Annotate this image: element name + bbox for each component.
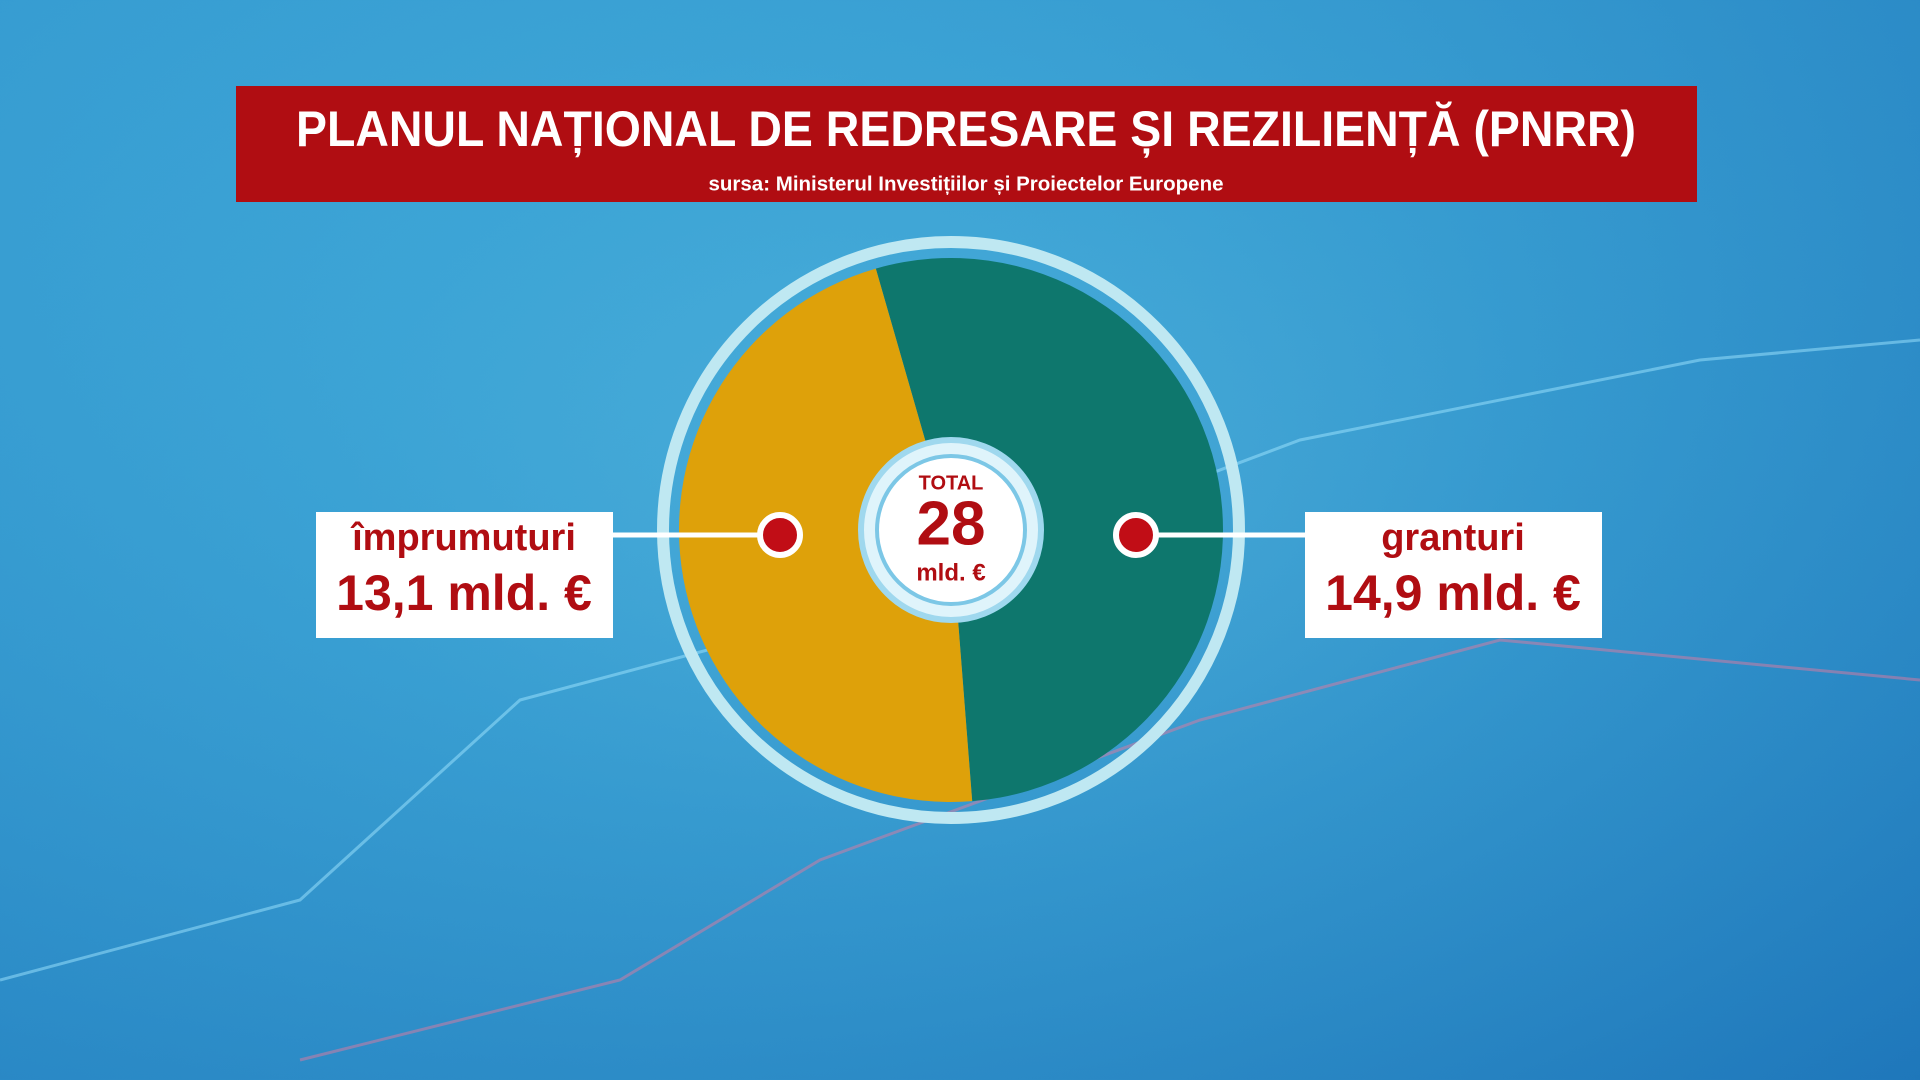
legend-label: granturi: [1381, 517, 1525, 559]
value-label: 14,9 mld. €: [1325, 565, 1581, 621]
legend-label: împrumuturi: [350, 517, 576, 559]
total-label: TOTAL: [919, 472, 984, 494]
total-unit: mld. €: [916, 559, 985, 586]
chart-title: PLANUL NAȚIONAL DE REDRESARE ȘI REZILIEN…: [296, 101, 1636, 157]
pie-slice: [875, 258, 1223, 802]
label-box: [316, 512, 613, 638]
pie-slice: [678, 268, 973, 803]
callout-dot: [1113, 512, 1159, 558]
label-box: [1305, 512, 1602, 638]
total-value: 28: [917, 489, 986, 558]
callout-dot: [757, 512, 803, 558]
total-badge: [875, 454, 1027, 606]
value-label: 13,1 mld. €: [336, 565, 592, 621]
title-bar: [236, 86, 1697, 202]
pie: [678, 258, 1223, 803]
chart-subtitle: sursa: Ministerul Investițiilor și Proie…: [709, 173, 1224, 195]
pie-ring: [657, 236, 1245, 824]
